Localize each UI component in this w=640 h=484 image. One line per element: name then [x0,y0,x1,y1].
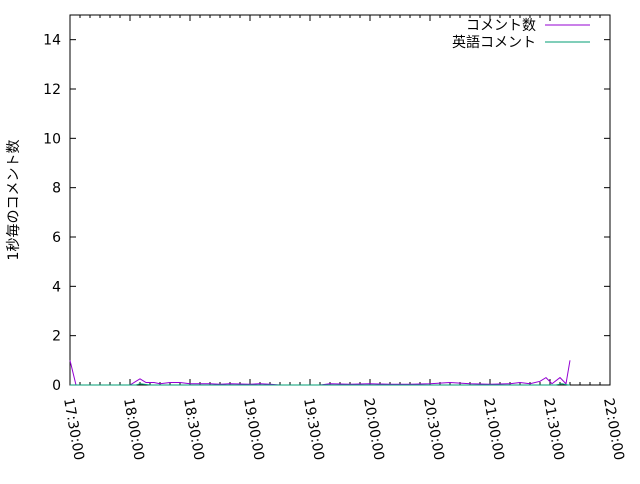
x-tick-label: 20:00:00 [360,397,387,462]
y-tick-label: 14 [43,33,61,49]
x-tick-label: 21:30:00 [540,397,567,462]
x-tick-label: 18:00:00 [120,397,147,462]
legend-label: コメント数 [466,18,536,34]
y-axis-label: 1秒毎のコメント数 [6,140,22,261]
y-tick-label: 2 [52,329,61,345]
x-tick-label: 19:30:00 [300,397,327,462]
x-tick-label: 21:00:00 [480,397,507,462]
x-tick-label: 19:00:00 [240,397,267,462]
y-tick-label: 4 [52,279,61,295]
y-tick-label: 0 [52,378,61,394]
y-tick-label: 12 [43,82,61,98]
plot-border [69,14,611,386]
x-tick-label: 17:30:00 [60,397,87,462]
x-tick-label: 18:30:00 [180,397,207,462]
y-tick-label: 6 [52,230,61,246]
x-tick-label: 20:30:00 [420,397,447,462]
legend-label: 英語コメント [452,34,536,51]
series-line-0 [69,360,571,386]
x-tick-label: 22:00:00 [600,397,627,462]
y-tick-label: 10 [43,131,61,147]
series-line-1 [70,383,570,386]
y-tick-label: 8 [52,181,61,197]
